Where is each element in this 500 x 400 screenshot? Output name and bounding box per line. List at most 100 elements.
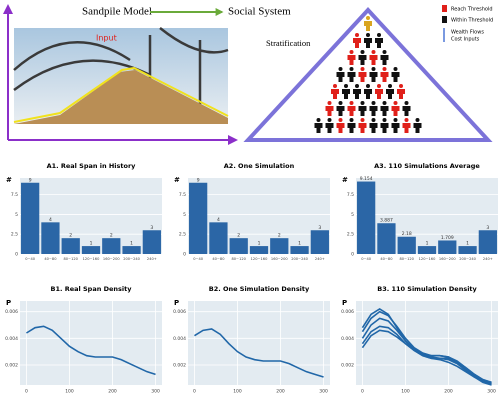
bar	[357, 181, 376, 254]
chart-title: A3. 110 Simulations Average	[374, 162, 480, 170]
person-body	[353, 89, 361, 99]
person-body	[336, 72, 345, 82]
value-label: 2	[237, 233, 240, 239]
person-body	[353, 38, 361, 48]
x-tick-label: 200	[444, 389, 453, 395]
y-tick-label: 0.006	[5, 309, 18, 315]
person-body	[380, 72, 389, 82]
y-tick-label: 0	[351, 252, 354, 258]
x-tick-label: 300	[319, 389, 328, 395]
y-axis-label: #	[342, 176, 348, 184]
y-tick-label: 0	[15, 252, 18, 258]
value-label: 3	[486, 225, 489, 231]
y-tick-label: 0.004	[5, 336, 18, 342]
person-body	[397, 89, 405, 99]
person-body	[380, 123, 389, 133]
bar	[122, 246, 141, 254]
x-tick-label: 0~40	[193, 257, 204, 261]
value-label: 3	[150, 225, 153, 231]
person-body	[380, 106, 389, 116]
value-label: 1.709	[441, 235, 454, 241]
person-head	[333, 84, 337, 88]
x-tick-label: 200	[276, 389, 285, 395]
person-head	[355, 84, 359, 88]
x-tick-label: 120~160	[83, 257, 100, 261]
y-tick-label: 5	[183, 212, 186, 218]
value-label: 1	[298, 241, 301, 247]
legend-icon	[442, 5, 447, 12]
value-label: 3.887	[380, 218, 393, 224]
left-title: Sandpile Model	[82, 6, 152, 18]
pyramid	[243, 7, 493, 142]
y-axis-label: #	[174, 176, 180, 184]
person-head	[399, 84, 403, 88]
bar	[417, 246, 437, 254]
sandpile	[14, 70, 228, 124]
x-tick-label: 200~240	[291, 257, 308, 261]
x-tick-label: 240+	[483, 257, 493, 261]
person-body	[413, 123, 422, 133]
bar	[81, 246, 101, 254]
person-head	[338, 118, 343, 122]
y-axis-label: P	[174, 299, 179, 307]
legend-icon	[442, 16, 447, 23]
y-tick-label: 0.002	[173, 363, 186, 369]
density-line	[194, 328, 324, 378]
x-tick-label: 240+	[147, 257, 157, 261]
person-head	[360, 101, 365, 105]
legend-text: Reach Threshold	[451, 7, 493, 13]
bar	[102, 238, 121, 254]
person-body	[402, 123, 411, 133]
y-tick-label: 0.006	[173, 309, 186, 315]
bar	[377, 223, 396, 254]
person-head	[404, 101, 409, 105]
person-head	[360, 67, 365, 71]
person-head	[338, 67, 343, 71]
x-tick-label: 0~40	[25, 257, 36, 261]
sand-outline	[13, 66, 229, 123]
person-body	[391, 123, 400, 133]
person-body	[391, 72, 400, 82]
chart-title: A1. Real Span in History	[47, 162, 137, 170]
bar	[478, 230, 497, 254]
person-body	[369, 123, 378, 133]
person-body	[358, 106, 367, 116]
x-tick-label: 80~120	[63, 257, 78, 261]
person-body	[386, 89, 394, 99]
person-head	[349, 101, 354, 105]
person-head	[404, 118, 409, 122]
chart-title: A2. One Simulation	[224, 162, 295, 170]
bar	[209, 222, 228, 254]
bar	[290, 246, 309, 254]
x-tick-label: 40~80	[212, 257, 225, 261]
bridge	[13, 27, 229, 124]
value-label: 1	[130, 241, 133, 247]
person-body	[402, 106, 411, 116]
value-label: 9.154	[360, 176, 373, 182]
person-head	[366, 16, 370, 20]
person-head	[393, 67, 398, 71]
bar	[310, 230, 329, 254]
person-body	[347, 123, 356, 133]
bar	[270, 238, 289, 254]
value-label: 2	[278, 233, 281, 239]
bar	[21, 182, 40, 254]
person-body	[375, 38, 383, 48]
person-head	[393, 118, 398, 122]
density-line	[361, 329, 492, 384]
x-tick-label: 120~160	[419, 257, 436, 261]
legend-text: Cost Inputs	[451, 37, 480, 43]
person-body	[325, 123, 334, 133]
bar	[61, 238, 80, 254]
x-tick-label: 100	[65, 389, 74, 395]
density-line	[26, 325, 156, 376]
right-title: Social System	[228, 6, 291, 18]
x-tick-label: 160~200	[271, 257, 288, 261]
plot-background	[356, 301, 498, 385]
y-tick-label: 0.004	[173, 336, 186, 342]
person-body	[380, 55, 389, 65]
person-head	[388, 84, 392, 88]
person-body	[325, 106, 334, 116]
x-tick-label: 240+	[315, 257, 325, 261]
person-head	[415, 118, 420, 122]
